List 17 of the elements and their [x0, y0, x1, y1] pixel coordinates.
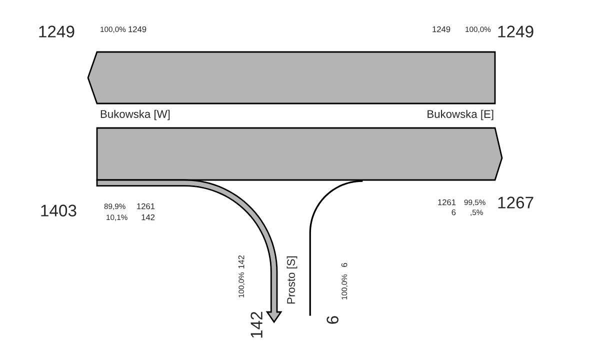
text: Bukowska [E] — [428, 110, 494, 120]
text: 142 — [238, 255, 244, 268]
data-label: 6 — [341, 263, 348, 267]
data-label: 1249 — [128, 26, 146, 32]
data-label: 1261 — [137, 203, 155, 210]
text: 1267 — [498, 196, 534, 208]
text: 1249 — [39, 26, 74, 38]
text: 1249 — [498, 26, 534, 38]
text: Bukowska [W] — [100, 110, 170, 120]
text: 6 — [326, 316, 338, 324]
text: Prosto [S] — [286, 256, 298, 304]
text: 6 — [452, 209, 456, 216]
text: 142 — [250, 312, 262, 338]
text: 1403 — [41, 204, 76, 216]
text: 1261 — [438, 199, 456, 206]
data-label: 142 — [142, 214, 155, 220]
text: 1249 — [432, 26, 450, 32]
